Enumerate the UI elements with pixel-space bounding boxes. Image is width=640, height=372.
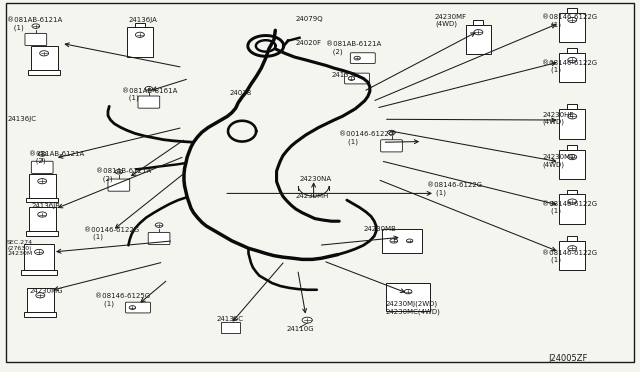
FancyBboxPatch shape bbox=[125, 302, 150, 313]
Circle shape bbox=[145, 87, 153, 91]
Bar bbox=[26, 231, 58, 236]
Circle shape bbox=[404, 289, 412, 294]
Circle shape bbox=[38, 212, 47, 217]
Bar bbox=[31, 46, 58, 70]
Text: ®00146-6122G
    (1): ®00146-6122G (1) bbox=[84, 227, 139, 240]
FancyBboxPatch shape bbox=[148, 232, 170, 244]
Text: 24230MD
(4WD): 24230MD (4WD) bbox=[542, 154, 575, 168]
Bar bbox=[27, 288, 54, 312]
FancyBboxPatch shape bbox=[381, 140, 403, 152]
Circle shape bbox=[136, 32, 145, 37]
Text: ®081AB-8161A
   (1): ®081AB-8161A (1) bbox=[122, 88, 177, 101]
Circle shape bbox=[32, 24, 40, 28]
Bar bbox=[559, 109, 585, 138]
Bar bbox=[24, 312, 56, 317]
Bar bbox=[559, 150, 585, 179]
Bar bbox=[466, 25, 491, 54]
Bar bbox=[20, 270, 58, 275]
Bar bbox=[382, 229, 422, 253]
Bar bbox=[26, 198, 58, 202]
Text: J24005ZF: J24005ZF bbox=[548, 353, 588, 363]
Circle shape bbox=[568, 17, 577, 23]
Bar bbox=[135, 23, 145, 28]
Bar bbox=[127, 28, 153, 57]
Text: 24136JB: 24136JB bbox=[31, 203, 60, 209]
Text: 24020F: 24020F bbox=[296, 39, 322, 46]
Text: ®08146-6125G
    (1): ®08146-6125G (1) bbox=[95, 294, 150, 307]
FancyBboxPatch shape bbox=[350, 53, 375, 64]
Bar bbox=[567, 190, 577, 194]
FancyBboxPatch shape bbox=[138, 96, 160, 108]
Bar bbox=[473, 20, 483, 25]
Text: 24230MG: 24230MG bbox=[29, 288, 63, 294]
Text: 24230HE
(4WD): 24230HE (4WD) bbox=[542, 112, 574, 125]
Bar bbox=[387, 283, 430, 311]
Circle shape bbox=[40, 51, 49, 56]
Text: 24110G: 24110G bbox=[287, 326, 314, 332]
Text: ®08146-6122G
    (1): ®08146-6122G (1) bbox=[542, 201, 597, 214]
Bar bbox=[559, 13, 585, 42]
Circle shape bbox=[156, 223, 163, 227]
Bar bbox=[567, 48, 577, 52]
Text: ®00146-6122G
    (1): ®00146-6122G (1) bbox=[339, 131, 394, 145]
Circle shape bbox=[115, 170, 123, 174]
Bar bbox=[29, 207, 56, 231]
Circle shape bbox=[568, 114, 577, 119]
Circle shape bbox=[388, 130, 396, 135]
Bar bbox=[24, 244, 54, 270]
Text: ®08146-6122G
    (1): ®08146-6122G (1) bbox=[542, 250, 597, 263]
Circle shape bbox=[406, 239, 413, 243]
Circle shape bbox=[354, 56, 360, 60]
Bar bbox=[29, 174, 56, 198]
Text: 24230MH: 24230MH bbox=[296, 193, 329, 199]
Bar bbox=[559, 52, 585, 82]
Text: ®081AB-6121A
   (2): ®081AB-6121A (2) bbox=[29, 151, 84, 164]
Text: 24230NA: 24230NA bbox=[300, 176, 332, 182]
Circle shape bbox=[348, 77, 355, 80]
FancyBboxPatch shape bbox=[31, 161, 53, 173]
Text: ®081AB-6121A
   (2): ®081AB-6121A (2) bbox=[326, 41, 381, 55]
Text: 24136C: 24136C bbox=[216, 317, 244, 323]
Circle shape bbox=[36, 293, 45, 298]
FancyBboxPatch shape bbox=[344, 73, 369, 84]
Circle shape bbox=[38, 152, 46, 156]
Text: ®081AB-6121A
   (2): ®081AB-6121A (2) bbox=[97, 168, 152, 182]
Circle shape bbox=[390, 238, 397, 243]
Circle shape bbox=[302, 317, 312, 323]
Text: 24230MF
(4WD): 24230MF (4WD) bbox=[435, 14, 467, 27]
Bar bbox=[567, 145, 577, 150]
Bar bbox=[567, 105, 577, 109]
Bar bbox=[28, 70, 60, 74]
Bar bbox=[567, 236, 577, 241]
Text: 24136JA: 24136JA bbox=[129, 17, 157, 23]
Circle shape bbox=[38, 179, 47, 184]
Circle shape bbox=[568, 199, 577, 204]
Circle shape bbox=[568, 57, 577, 62]
Circle shape bbox=[35, 249, 44, 254]
Text: 24230MB: 24230MB bbox=[364, 226, 396, 232]
Text: 24230MJ(2WD)
24230MC(4WD): 24230MJ(2WD) 24230MC(4WD) bbox=[385, 301, 440, 315]
Text: 24136JC: 24136JC bbox=[7, 116, 36, 122]
Bar bbox=[559, 241, 585, 270]
Text: ®08146-6122G
    (1): ®08146-6122G (1) bbox=[542, 15, 597, 28]
Text: ®08146-6122G
    (1): ®08146-6122G (1) bbox=[542, 60, 597, 74]
Text: ®08146-6122G
    (1): ®08146-6122G (1) bbox=[428, 182, 483, 196]
FancyBboxPatch shape bbox=[25, 33, 47, 45]
Text: SEC.274
(27630)
24230M: SEC.274 (27630) 24230M bbox=[7, 240, 33, 256]
Circle shape bbox=[474, 30, 483, 35]
Circle shape bbox=[129, 306, 136, 310]
Text: 24078: 24078 bbox=[229, 90, 252, 96]
Text: 24079Q: 24079Q bbox=[296, 16, 323, 22]
Bar bbox=[559, 194, 585, 224]
Text: ®081AB-6121A
   (1): ®081AB-6121A (1) bbox=[7, 17, 62, 31]
FancyBboxPatch shape bbox=[108, 179, 130, 191]
Bar bbox=[221, 322, 240, 333]
Circle shape bbox=[568, 246, 577, 251]
Text: 24135L: 24135L bbox=[332, 72, 358, 78]
Bar bbox=[567, 8, 577, 13]
Circle shape bbox=[568, 154, 577, 160]
